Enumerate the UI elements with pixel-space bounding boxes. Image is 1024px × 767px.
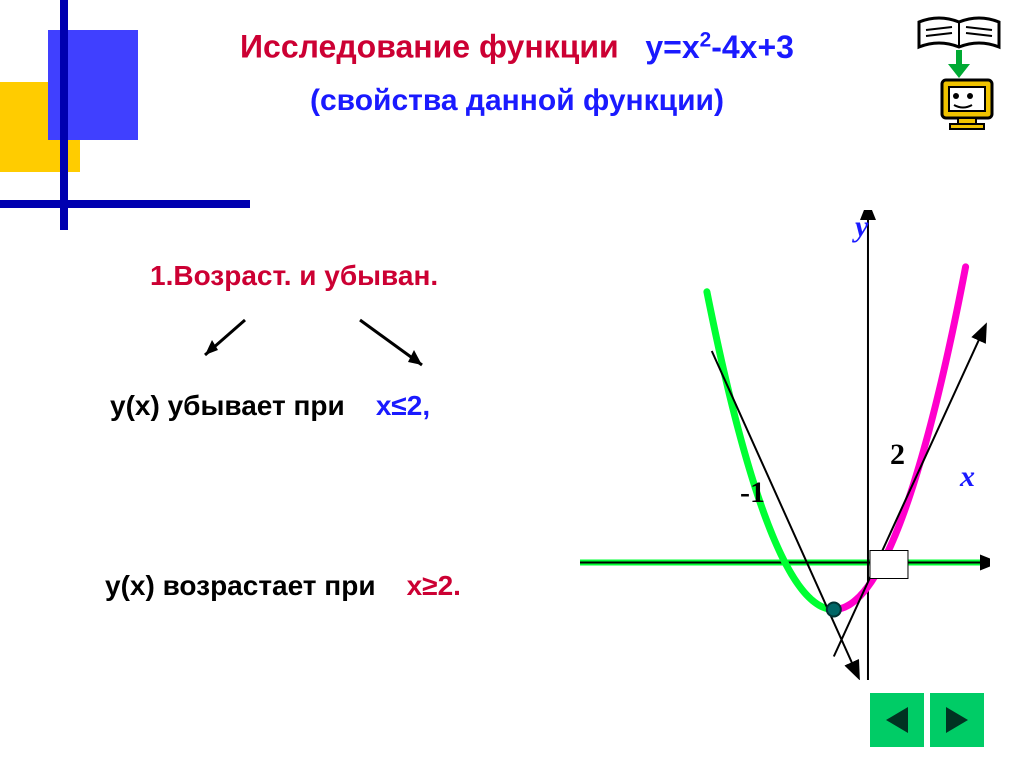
statement-decreasing-prefix: у(х) убывает при (110, 390, 345, 421)
branch-arrow-right-icon (350, 310, 440, 380)
decor-blue-line-horizontal (0, 200, 250, 208)
tick-minus1: -1 (740, 476, 765, 510)
statement-decreasing-condition: х≤2, (376, 390, 430, 421)
book-computer-icon (914, 12, 1004, 132)
title-prefix: Исследование функции (240, 29, 619, 65)
next-slide-button[interactable] (930, 693, 984, 747)
decor-blue-line-vertical (60, 0, 68, 230)
title-formula: у=х2-4х+3 (645, 29, 794, 65)
parabola-chart: у х -1 2 (580, 210, 990, 680)
statement-decreasing: у(х) убывает при х≤2, (110, 390, 430, 422)
prev-slide-button[interactable] (870, 693, 924, 747)
property-heading: 1.Возраст. и убыван. (150, 260, 438, 292)
branch-arrow-left-icon (190, 310, 260, 370)
x-axis-label: х (960, 460, 975, 494)
slide-title: Исследование функции у=х2-4х+3 (свойства… (120, 28, 914, 118)
statement-increasing-prefix: у(х) возрастает при (105, 570, 376, 601)
nav-button-group (870, 693, 984, 747)
statement-increasing-condition: х≥2. (407, 570, 461, 601)
y-axis-label: у (855, 210, 868, 244)
triangle-left-icon (880, 703, 914, 737)
slide-decor (0, 0, 140, 220)
tick-2: 2 (890, 438, 905, 472)
title-subtitle: (свойства данной функции) (120, 84, 914, 118)
triangle-right-icon (940, 703, 974, 737)
statement-increasing: у(х) возрастает при х≥2. (105, 570, 461, 602)
